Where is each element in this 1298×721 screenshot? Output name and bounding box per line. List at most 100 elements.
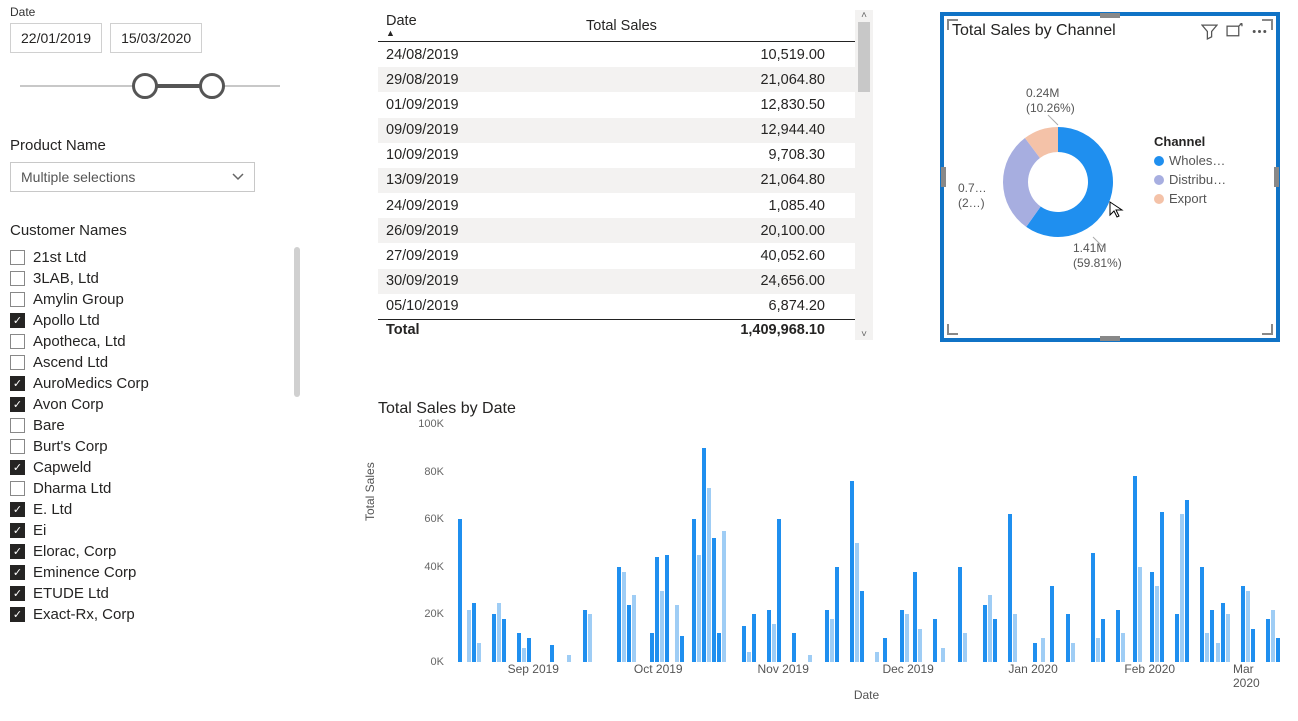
bar[interactable] [697, 555, 701, 662]
customer-item[interactable]: ✓Eminence Corp [10, 562, 270, 583]
bar[interactable] [742, 626, 746, 662]
resize-corner-tl[interactable] [947, 19, 958, 30]
customer-item[interactable]: Burt's Corp [10, 436, 270, 457]
bar[interactable] [1266, 619, 1270, 662]
resize-corner-br[interactable] [1262, 324, 1273, 335]
resize-corner-bl[interactable] [947, 324, 958, 335]
bar[interactable] [1221, 603, 1225, 663]
customer-item[interactable]: Amylin Group [10, 289, 270, 310]
bar[interactable] [467, 610, 471, 662]
bar[interactable] [1241, 586, 1245, 662]
checkbox[interactable] [10, 418, 25, 433]
customer-item[interactable]: ✓Ei [10, 520, 270, 541]
product-dropdown[interactable]: Multiple selections [10, 162, 255, 192]
bar[interactable] [1091, 553, 1095, 662]
bar[interactable] [665, 555, 669, 662]
bar[interactable] [792, 633, 796, 662]
table-row[interactable]: 13/09/201921,064.80 [378, 168, 855, 193]
bar[interactable] [722, 531, 726, 662]
scroll-down-icon[interactable]: ˅ [855, 329, 873, 340]
bar[interactable] [993, 619, 997, 662]
table-row[interactable]: 26/09/201920,100.00 [378, 218, 855, 243]
bar[interactable] [1008, 514, 1012, 662]
table-row[interactable]: 05/10/20196,874.20 [378, 294, 855, 320]
bar[interactable] [492, 614, 496, 662]
bar[interactable] [660, 591, 664, 662]
checkbox[interactable]: ✓ [10, 523, 25, 538]
customer-item[interactable]: ✓E. Ltd [10, 499, 270, 520]
bar[interactable] [933, 619, 937, 662]
bar[interactable] [477, 643, 481, 662]
bar[interactable] [988, 595, 992, 662]
customer-item[interactable]: Ascend Ltd [10, 352, 270, 373]
resize-handle-top[interactable] [1100, 13, 1120, 18]
checkbox[interactable]: ✓ [10, 586, 25, 601]
bar[interactable] [472, 603, 476, 663]
customer-item[interactable]: Apotheca, Ltd [10, 331, 270, 352]
bar[interactable] [958, 567, 962, 662]
bar[interactable] [1246, 591, 1250, 662]
bar[interactable] [1101, 619, 1105, 662]
table-row[interactable]: 01/09/201912,830.50 [378, 92, 855, 117]
customer-item[interactable]: Bare [10, 415, 270, 436]
checkbox[interactable]: ✓ [10, 313, 25, 328]
bar[interactable] [1071, 643, 1075, 662]
bar[interactable] [617, 567, 621, 662]
bar[interactable] [622, 572, 626, 662]
bar[interactable] [1033, 643, 1037, 662]
bar[interactable] [680, 636, 684, 662]
bar[interactable] [1138, 567, 1142, 662]
bar[interactable] [702, 448, 706, 662]
checkbox[interactable]: ✓ [10, 607, 25, 622]
bar[interactable] [1210, 610, 1214, 662]
bar[interactable] [517, 633, 521, 662]
bar[interactable] [717, 633, 721, 662]
bar[interactable] [1226, 614, 1230, 662]
bar[interactable] [1271, 610, 1275, 662]
bar[interactable] [777, 519, 781, 662]
customer-item[interactable]: ✓Elorac, Corp [10, 541, 270, 562]
customer-item[interactable]: ✓Capweld [10, 457, 270, 478]
bar[interactable] [1180, 514, 1184, 662]
bar[interactable] [1175, 614, 1179, 662]
resize-handle-left[interactable] [941, 167, 946, 187]
bar[interactable] [752, 614, 756, 662]
donut-chart[interactable]: 0.24M (10.26%) 0.7… (2…) 1.41M (59.81%) [948, 42, 1148, 302]
bar[interactable] [1013, 614, 1017, 662]
customer-item[interactable]: ✓Exact-Rx, Corp [10, 604, 270, 625]
bar[interactable] [767, 610, 771, 662]
customer-item[interactable]: ✓Apollo Ltd [10, 310, 270, 331]
bar[interactable] [567, 655, 571, 662]
bar[interactable] [1251, 629, 1255, 662]
bar[interactable] [692, 519, 696, 662]
bar[interactable] [1116, 610, 1120, 662]
bar[interactable] [1050, 586, 1054, 662]
slider-handle-start[interactable] [132, 73, 158, 99]
table-col-total[interactable]: Total Sales [578, 10, 855, 42]
bar[interactable] [1216, 643, 1220, 662]
checkbox[interactable]: ✓ [10, 460, 25, 475]
bar-plot[interactable] [450, 424, 1283, 662]
bar[interactable] [527, 638, 531, 662]
bar[interactable] [835, 567, 839, 662]
bar[interactable] [627, 605, 631, 662]
bar[interactable] [675, 605, 679, 662]
bar[interactable] [1185, 500, 1189, 662]
bar[interactable] [502, 619, 506, 662]
customer-item[interactable]: ✓Avon Corp [10, 394, 270, 415]
bar[interactable] [458, 519, 462, 662]
table-row[interactable]: 10/09/20199,708.30 [378, 143, 855, 168]
legend-item[interactable]: Distribu… [1154, 172, 1244, 187]
customer-item[interactable]: 3LAB, Ltd [10, 268, 270, 289]
bar[interactable] [1160, 512, 1164, 662]
table-row[interactable]: 30/09/201924,656.00 [378, 269, 855, 294]
checkbox[interactable] [10, 250, 25, 265]
checkbox[interactable]: ✓ [10, 565, 25, 580]
scroll-up-icon[interactable]: ˄ [855, 10, 873, 21]
checkbox[interactable] [10, 355, 25, 370]
bar[interactable] [905, 614, 909, 662]
bar[interactable] [1041, 638, 1045, 662]
table-row[interactable]: 29/08/201921,064.80 [378, 67, 855, 92]
bar[interactable] [855, 543, 859, 662]
customer-item[interactable]: 21st Ltd [10, 247, 270, 268]
